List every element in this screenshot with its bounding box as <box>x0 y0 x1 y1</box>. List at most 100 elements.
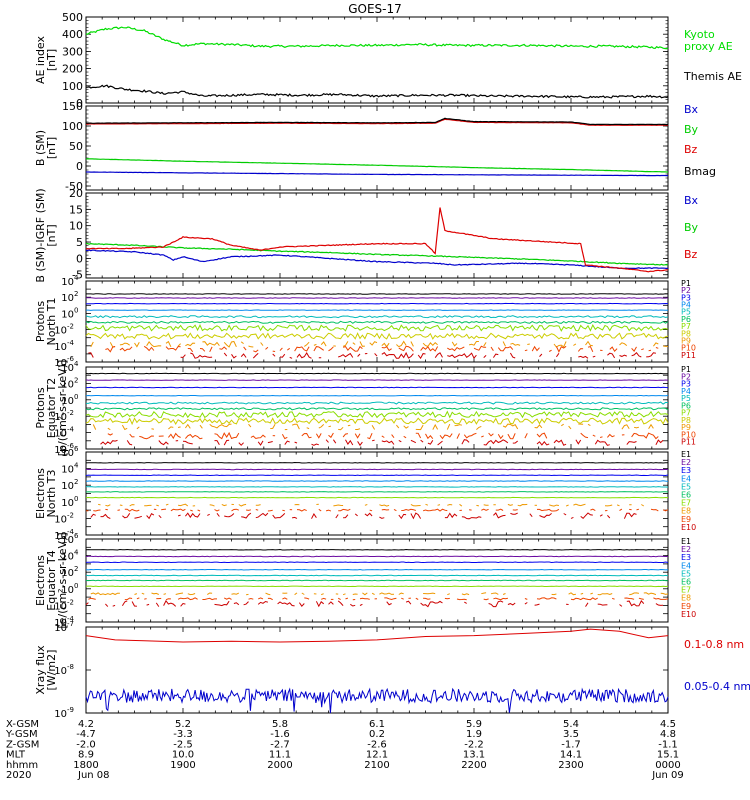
series-line-E8 <box>565 504 569 507</box>
series-line-E4 <box>85 568 669 571</box>
series-line-E9 <box>624 597 635 600</box>
series-line-E10 <box>155 602 160 607</box>
series-line-P8 <box>85 417 669 426</box>
series-line-E10 <box>507 602 516 606</box>
series-line-E2 <box>85 555 668 558</box>
series-line-E10 <box>570 516 574 519</box>
series-line-P2 <box>85 379 669 381</box>
series-line-E9 <box>214 509 220 512</box>
series-line-P9 <box>403 425 409 429</box>
series-line-E10 <box>216 512 220 517</box>
series-line-P11 <box>88 352 94 358</box>
series-line-E8 <box>97 503 101 506</box>
series-line-P9 <box>248 423 252 428</box>
y-tick-exponent: -4 <box>67 615 75 623</box>
series-line-E10 <box>335 514 339 519</box>
legend-label: P6 <box>681 315 691 324</box>
series-line-P9 <box>92 424 97 430</box>
legend-label: P4 <box>681 387 691 396</box>
y-tick-exponent: 4 <box>74 274 79 282</box>
series-line-P6 <box>85 407 669 411</box>
series-line-E9 <box>483 598 489 601</box>
y-axis-label: [nT] <box>45 224 58 246</box>
series-line-P9 <box>306 427 310 430</box>
y-axis-label: [p/(cm²-s-sr-keV)] <box>56 360 69 457</box>
series-line-E10 <box>134 515 142 519</box>
legend-label: E5 <box>681 569 691 578</box>
series-line-E10 <box>112 604 116 607</box>
series-line-E9 <box>304 597 310 600</box>
y-tick-label: 50 <box>69 140 83 153</box>
x-row-value: -3.3 <box>173 729 193 740</box>
series-line-E10 <box>350 603 356 607</box>
series-line-P9 <box>422 342 438 347</box>
series-line-P10 <box>536 432 548 439</box>
series-line-E1 <box>85 548 669 551</box>
legend-label: 0.05-0.4 nm <box>684 680 750 693</box>
y-tick-exponent: 4 <box>74 462 79 470</box>
series-line-P9 <box>553 341 567 348</box>
x-row-value: 4.5 <box>660 719 676 730</box>
y-tick-exponent: -4 <box>67 426 75 434</box>
series-line-E8 <box>597 593 613 596</box>
series-line-E9 <box>393 508 397 512</box>
series-line-E8 <box>90 592 120 596</box>
series-line-P11 <box>180 354 186 358</box>
x-row-label: MLT <box>6 750 26 761</box>
series-line-P9 <box>561 423 564 427</box>
series-line-E9 <box>177 597 198 601</box>
legend-label: E3 <box>681 466 691 475</box>
series-line-P9 <box>648 423 654 429</box>
series-line-P9 <box>313 343 317 346</box>
series-line-P11 <box>257 440 264 446</box>
x-row-value: -2.7 <box>270 739 290 750</box>
series-line-P11 <box>357 441 363 447</box>
series-line-P11 <box>214 440 220 445</box>
series-line-P10 <box>507 433 516 440</box>
series-line-E8 <box>616 504 620 507</box>
series-line-P10 <box>420 346 439 352</box>
panel-frame <box>85 366 669 450</box>
series-line-E9 <box>495 508 504 511</box>
series-line-P11 <box>289 356 293 359</box>
series-line-E9 <box>481 508 489 511</box>
series-line-E10 <box>626 600 645 607</box>
series-line-P11 <box>539 353 543 357</box>
series-line-P10 <box>165 345 181 351</box>
series-line-P10 <box>555 345 567 353</box>
series-line-P11 <box>223 352 228 357</box>
legend-label: P9 <box>681 423 691 432</box>
series-line-P9 <box>432 423 439 430</box>
x-row-value: -2.0 <box>76 739 96 750</box>
series-line-E10 <box>524 602 528 605</box>
legend-label: E7 <box>681 499 691 508</box>
legend-label: P8 <box>681 416 691 425</box>
series-line-E8 <box>352 593 358 595</box>
series-line-P11 <box>631 351 642 358</box>
series-line-E9 <box>359 597 370 600</box>
series-line-P9 <box>534 424 543 429</box>
series-line-P10 <box>265 346 269 350</box>
series-line-P10 <box>381 346 392 352</box>
series-line-E5 <box>85 574 669 577</box>
y-axis-label: Protons <box>34 387 47 428</box>
x-row-value: -1.7 <box>561 739 581 750</box>
series-line-E10 <box>298 602 305 608</box>
series-line-P11 <box>417 353 426 360</box>
series-line-E8 <box>129 504 135 507</box>
series-line-E8 <box>151 592 160 595</box>
series-line-E9 <box>401 508 416 511</box>
series-line-P10 <box>294 346 310 352</box>
series-line-E9 <box>223 597 232 600</box>
series-line-E10 <box>315 601 325 608</box>
series-line-P10 <box>463 432 477 439</box>
series-line-P10 <box>398 345 414 352</box>
series-line-E10 <box>224 513 235 518</box>
series-line-E9 <box>401 597 404 600</box>
series-line-P10 <box>214 431 240 440</box>
y-axis-label: [nT] <box>45 137 58 159</box>
series-line-P10 <box>107 433 113 436</box>
series-line-E8 <box>568 592 576 596</box>
